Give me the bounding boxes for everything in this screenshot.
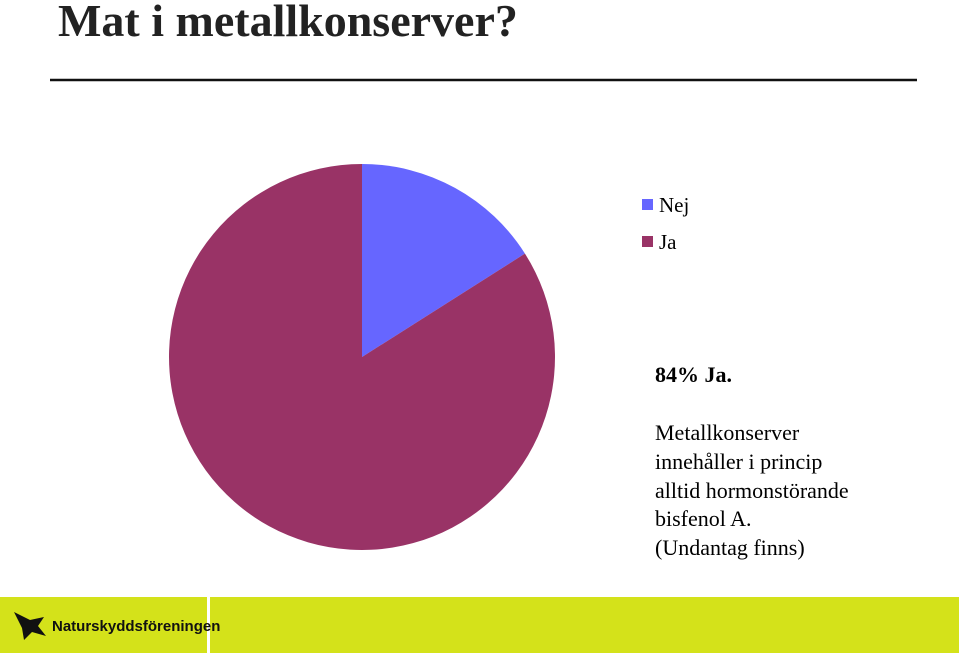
legend-label: Nej xyxy=(659,193,689,217)
legend-swatch xyxy=(642,236,653,247)
legend-label: Ja xyxy=(659,230,677,254)
annotation: Metallkonserver xyxy=(655,420,800,445)
legend-swatch xyxy=(642,199,653,210)
footer-divider xyxy=(207,597,210,653)
annotation: bisfenol A. xyxy=(655,506,752,531)
chart-title: Mat i metallkonserver? xyxy=(58,0,518,46)
annotation: 84% Ja. xyxy=(655,362,732,387)
pie-slice xyxy=(362,164,525,357)
logo-text: Naturskyddsföreningen xyxy=(52,618,220,635)
annotation: (Undantag finns) xyxy=(655,535,805,560)
footer-bar xyxy=(0,597,959,653)
annotation: alltid hormonstörande xyxy=(655,478,849,503)
pie-slice xyxy=(168,164,555,550)
annotation: innehåller i princip xyxy=(655,449,822,474)
logo-bird xyxy=(14,612,46,640)
